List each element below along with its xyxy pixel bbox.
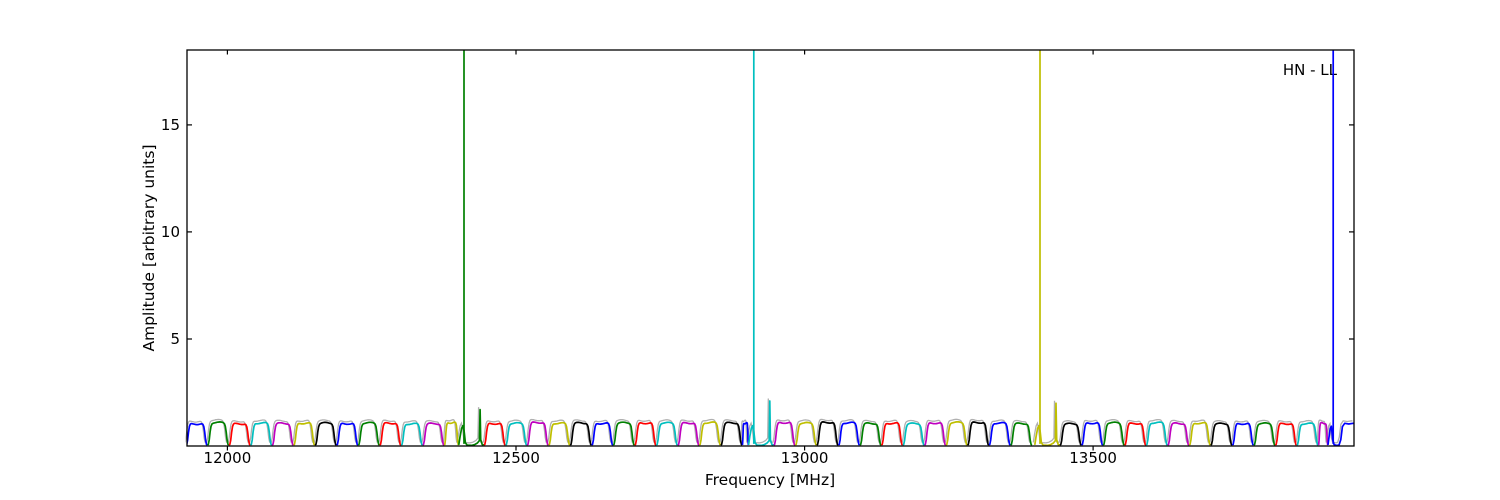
bandpass-segment — [400, 422, 424, 446]
bandpass-segment — [1145, 421, 1168, 446]
bandpass-segment — [677, 421, 700, 446]
x-tick-label: 12500 — [492, 449, 540, 467]
bandpass-segment — [271, 421, 294, 446]
x-tick-label: 13000 — [781, 449, 829, 467]
bandpass-segment — [880, 421, 904, 446]
spike-notch-segment — [1327, 422, 1354, 446]
bandpass-segment — [1188, 421, 1211, 446]
bandpass-segment — [505, 421, 528, 446]
bandpass-segment — [187, 422, 208, 446]
y-tick-label: 5 — [170, 330, 180, 348]
bandpass-segment — [207, 421, 230, 446]
bandpass-segment — [988, 421, 1011, 446]
bandpass-segment — [443, 421, 460, 446]
bandpass-segment — [548, 421, 571, 446]
bandpass-segment — [250, 421, 273, 446]
bandpass-segment — [591, 422, 614, 446]
bandpass-segment — [422, 422, 445, 446]
bandpass-segment — [569, 421, 592, 446]
bandpass-segment — [1210, 422, 1233, 446]
spike-notch-segment — [457, 408, 485, 446]
bandpass-segment — [837, 421, 861, 446]
bandpass-segment — [357, 421, 380, 446]
plot-frame — [186, 49, 1355, 447]
ticks — [187, 50, 1354, 451]
bandpass-segment — [1274, 422, 1298, 446]
bandpass-segment — [314, 421, 337, 446]
bandpass-segment — [698, 421, 722, 446]
bandpass-segment — [1317, 421, 1329, 446]
bandpass-segment — [634, 422, 657, 446]
y-tick-label: 10 — [161, 223, 180, 241]
bandpass-segment — [1059, 422, 1082, 446]
y-tick-label: 15 — [161, 116, 180, 134]
bandpass-segment — [967, 421, 990, 446]
underlay-segment — [1325, 420, 1353, 444]
bandpass-segment — [1253, 422, 1276, 446]
bandpass-segment — [945, 420, 968, 446]
spike-notch-segment — [1033, 402, 1061, 446]
bandpass-segment — [902, 422, 925, 446]
bandpass-segment — [379, 421, 402, 446]
bandpass-segment — [720, 421, 743, 446]
bandpass-segment — [794, 421, 818, 446]
bandpass-segment — [483, 422, 506, 446]
bandpass-segment — [336, 422, 359, 446]
bandpass-segment — [1231, 422, 1255, 446]
bandpass-traces — [187, 50, 1354, 446]
bandpass-segment — [228, 422, 251, 446]
bandpass-segment — [1167, 422, 1190, 446]
bandpass-segment — [655, 421, 679, 446]
bandpass-segment — [1010, 422, 1033, 446]
bandpass-segment — [1081, 422, 1104, 446]
bandpass-segment — [816, 421, 839, 446]
bandpass-segment — [773, 421, 796, 446]
spike-notch-segment — [747, 400, 774, 446]
legend-label: HN - LL — [1282, 61, 1337, 79]
bandpass-segment — [1102, 421, 1125, 446]
x-tick-label: 12000 — [204, 449, 252, 467]
bandpass-segment — [612, 421, 635, 446]
bandpass-segment — [526, 421, 549, 446]
bandpass-segment — [1124, 422, 1147, 446]
bandpass-segment — [741, 421, 750, 446]
bandpass-segment — [924, 422, 947, 446]
x-axis-label: Frequency [MHz] — [704, 471, 836, 489]
bandpass-segment — [859, 422, 882, 446]
bandpass-segment — [293, 421, 316, 446]
bandpass-segment — [1296, 422, 1319, 446]
x-tick-label: 13500 — [1069, 449, 1117, 467]
